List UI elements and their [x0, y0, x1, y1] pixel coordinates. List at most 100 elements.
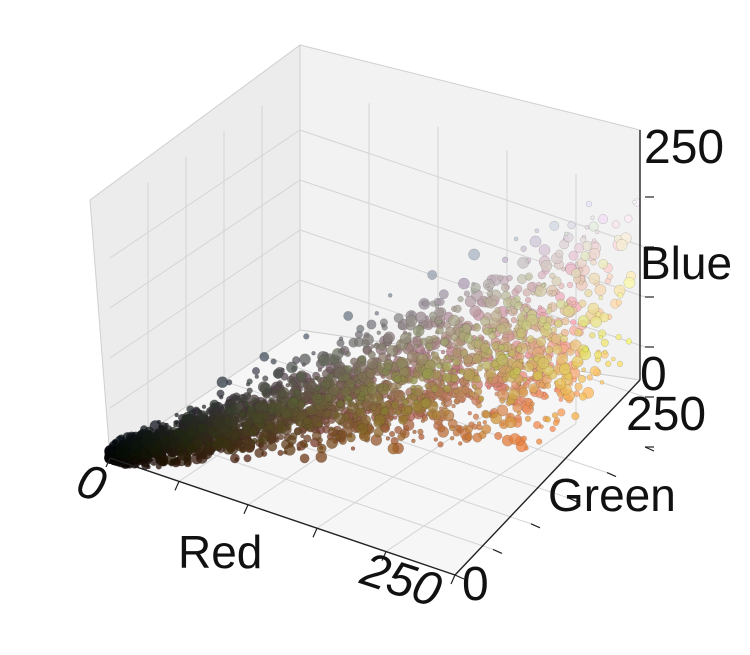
data-point [520, 435, 528, 442]
data-point [293, 427, 302, 436]
data-point [566, 299, 571, 304]
data-point [429, 300, 437, 307]
data-point [528, 356, 534, 362]
data-point [391, 401, 400, 410]
data-point [478, 361, 483, 367]
data-point [590, 215, 595, 220]
data-point [519, 358, 524, 364]
data-point [387, 394, 393, 400]
data-point [287, 424, 292, 429]
z-tick-label-250: 250 [644, 121, 724, 174]
data-point [370, 404, 377, 411]
y-axis-tick [606, 472, 617, 478]
data-point [252, 412, 264, 425]
data-point [344, 365, 353, 374]
data-point [217, 404, 225, 412]
data-point [571, 412, 580, 421]
data-point [346, 402, 359, 414]
data-point [449, 435, 455, 441]
data-point [300, 433, 305, 439]
data-point [302, 416, 311, 426]
data-point [437, 424, 446, 433]
data-point [451, 368, 457, 374]
data-point [440, 338, 449, 347]
data-point [437, 441, 444, 448]
x-axis-tick [450, 574, 456, 585]
data-point [554, 319, 563, 328]
data-point [328, 384, 341, 397]
data-point [498, 344, 505, 351]
data-point [508, 388, 520, 401]
data-point [529, 235, 542, 248]
data-point [443, 384, 452, 393]
data-point [288, 379, 297, 388]
y-axis-tick [454, 574, 465, 580]
y-axis-tick [568, 497, 579, 503]
data-point [251, 397, 258, 404]
data-point [598, 295, 604, 301]
data-point [539, 424, 544, 429]
data-point [543, 322, 552, 331]
data-point [435, 326, 444, 335]
data-point [574, 242, 585, 253]
data-point [430, 384, 439, 393]
data-point [314, 375, 320, 381]
data-point [611, 220, 620, 229]
data-point [154, 444, 161, 451]
floor-gridline [385, 423, 577, 553]
data-point [566, 281, 574, 289]
data-point [327, 373, 335, 380]
data-point [497, 274, 504, 281]
data-point [243, 454, 252, 463]
data-point [486, 290, 493, 297]
data-point [395, 356, 408, 369]
data-point [160, 436, 171, 447]
data-point [411, 438, 416, 444]
data-point [540, 259, 553, 272]
data-point [357, 423, 365, 431]
data-point [501, 256, 509, 263]
data-point [537, 271, 546, 280]
data-point [526, 282, 535, 291]
data-point [617, 292, 624, 299]
data-point [356, 324, 365, 333]
data-point [385, 436, 391, 441]
data-point [537, 305, 543, 310]
data-point [353, 388, 361, 395]
data-point [409, 376, 418, 385]
data-point [334, 433, 341, 441]
data-point [402, 399, 409, 406]
data-point [338, 430, 344, 436]
data-point [536, 336, 547, 347]
data-point [523, 362, 534, 373]
data-point [494, 431, 503, 440]
data-point [206, 418, 212, 424]
data-point [567, 221, 576, 230]
data-point [522, 288, 531, 297]
data-point [380, 407, 389, 416]
data-point [435, 362, 443, 369]
data-point [549, 425, 556, 433]
data-point [379, 318, 388, 327]
data-point [472, 384, 477, 389]
data-point [186, 405, 195, 414]
data-point [197, 409, 203, 415]
data-point [180, 415, 189, 424]
data-point [491, 341, 500, 350]
data-point [450, 333, 459, 342]
data-point [361, 339, 370, 348]
data-point [564, 231, 569, 237]
data-point [463, 424, 468, 430]
data-point [584, 224, 590, 230]
data-point [345, 432, 356, 443]
data-point [468, 390, 476, 398]
data-point [580, 236, 587, 243]
data-point [530, 401, 535, 407]
data-point [393, 375, 402, 384]
data-point [438, 406, 444, 411]
data-point [223, 417, 232, 426]
data-point [315, 386, 321, 391]
data-point [555, 249, 564, 258]
data-point [582, 346, 589, 353]
